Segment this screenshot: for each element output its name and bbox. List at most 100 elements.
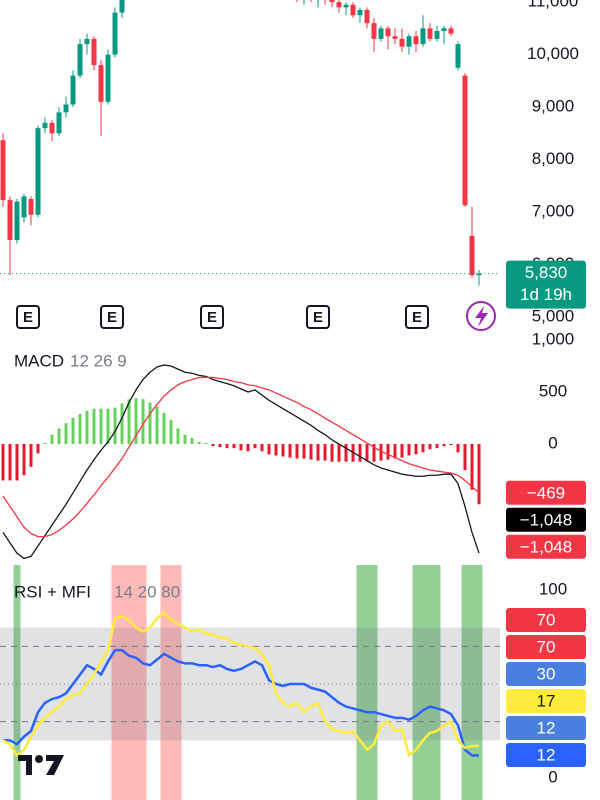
candle-body xyxy=(469,235,475,276)
histogram-bar xyxy=(337,444,341,462)
histogram-bar xyxy=(435,444,439,449)
histogram-bar xyxy=(316,444,320,461)
macd-pane xyxy=(1,364,481,560)
event-marker xyxy=(16,305,40,329)
histogram-bar xyxy=(50,434,54,445)
histogram-bar xyxy=(162,412,166,445)
y-tick-label: 7,000 xyxy=(532,202,575,221)
y-tick-label: 5,000 xyxy=(532,307,575,326)
split-icon xyxy=(475,306,488,327)
histogram-bar xyxy=(288,444,292,458)
histogram-bar xyxy=(92,408,96,445)
event-label: E xyxy=(107,309,117,326)
value-label-box xyxy=(506,608,586,632)
candle-body xyxy=(35,128,41,215)
candle-body xyxy=(378,28,384,39)
histogram-bar xyxy=(309,444,313,460)
histogram-bar xyxy=(414,444,418,455)
y-tick-label: 0 xyxy=(548,433,557,452)
value-label-box xyxy=(506,480,586,505)
macd-line xyxy=(2,376,480,538)
y-tick-label: 11,000 xyxy=(528,0,579,11)
candle-body xyxy=(56,112,62,134)
histogram-bar xyxy=(1,444,5,481)
oscillator-line xyxy=(2,611,479,757)
candle-body xyxy=(406,36,412,47)
histogram-bar xyxy=(379,444,383,461)
value-label: 70 xyxy=(537,610,556,629)
event-marker xyxy=(306,305,330,329)
value-label: 12 xyxy=(537,718,556,737)
histogram-bar xyxy=(36,444,40,454)
histogram-bar xyxy=(190,437,194,445)
histogram-bar xyxy=(281,444,285,457)
histogram-bar xyxy=(239,444,243,451)
histogram-bar xyxy=(442,444,446,447)
histogram-bar xyxy=(330,444,334,462)
histogram-bar xyxy=(169,420,173,445)
histogram-bar xyxy=(113,407,117,445)
candle-body xyxy=(434,30,440,39)
event-label: E xyxy=(23,309,33,326)
y-tick-label: 9,000 xyxy=(532,97,575,116)
value-label-box xyxy=(506,507,586,532)
candle-body xyxy=(441,28,447,31)
histogram-bar xyxy=(449,444,453,446)
candle-body xyxy=(413,36,419,45)
candle-body xyxy=(77,44,83,76)
histogram-bar xyxy=(421,444,425,453)
histogram-bar xyxy=(407,444,411,456)
candle-body xyxy=(476,273,482,276)
macd-line xyxy=(2,364,480,560)
signal-highlight xyxy=(13,565,21,800)
price-label: 5,830 xyxy=(525,263,568,282)
candle-body xyxy=(98,65,104,102)
value-label: −1,048 xyxy=(520,537,572,556)
histogram-bar xyxy=(393,444,397,459)
candle-body xyxy=(371,23,377,39)
event-marker xyxy=(100,305,124,329)
histogram-bar xyxy=(204,442,208,445)
candle-body xyxy=(42,122,48,129)
value-label-box xyxy=(506,716,586,740)
histogram-bar xyxy=(134,398,138,445)
histogram-bar xyxy=(127,399,131,445)
histogram-bar xyxy=(274,444,278,456)
y-tick-label: 8,000 xyxy=(532,149,575,168)
histogram-bar xyxy=(225,444,229,449)
histogram-bar xyxy=(176,428,180,445)
histogram-bar xyxy=(372,444,376,462)
candle-body xyxy=(49,122,55,134)
histogram-bar xyxy=(428,444,432,450)
histogram-bar xyxy=(470,444,474,490)
candle-body xyxy=(63,104,69,113)
histogram-bar xyxy=(323,444,327,461)
candle-body xyxy=(427,28,433,39)
candle-body xyxy=(329,0,335,3)
value-label: 12 xyxy=(537,745,556,764)
candle-body xyxy=(357,9,363,16)
histogram-bar xyxy=(148,402,152,445)
candle-body xyxy=(343,4,349,8)
event-marker xyxy=(200,305,224,329)
histogram-bar xyxy=(232,444,236,449)
pane-params: 14 20 80 xyxy=(114,582,180,601)
histogram-bar xyxy=(183,434,187,445)
candle-body xyxy=(385,28,391,37)
y-tick-label: 0 xyxy=(548,767,557,786)
pane-title: RSI + MFI xyxy=(14,582,91,601)
histogram-bar xyxy=(386,444,390,460)
candle-body xyxy=(28,199,34,215)
candle-body xyxy=(462,75,468,206)
pane-title: MACD xyxy=(14,351,64,370)
price-pane xyxy=(0,0,482,286)
candle-body xyxy=(0,140,6,201)
histogram-bar xyxy=(141,399,145,445)
candle-body xyxy=(105,54,111,102)
value-label: −1,048 xyxy=(520,510,572,529)
value-label: 70 xyxy=(537,637,556,656)
value-label: 30 xyxy=(537,664,556,683)
value-label-box xyxy=(506,662,586,686)
pane-params: 12 26 9 xyxy=(70,351,127,370)
